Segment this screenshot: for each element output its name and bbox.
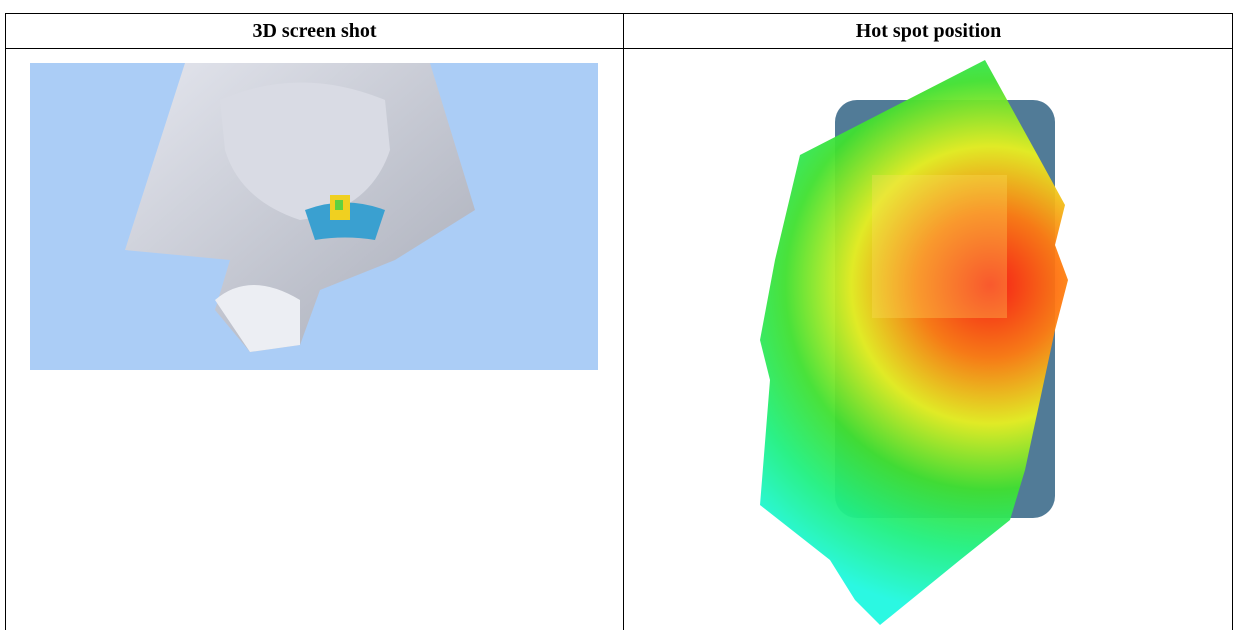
hot-spot-map — [760, 60, 1068, 625]
screenshot-3d — [30, 63, 598, 370]
table: 3D screen shot Hot spot position — [5, 13, 1233, 630]
header-cell: Hot spot position — [855, 20, 1002, 42]
row-divider — [6, 48, 1232, 49]
column-divider — [623, 14, 624, 630]
header-cell: 3D screen shot — [252, 20, 377, 42]
